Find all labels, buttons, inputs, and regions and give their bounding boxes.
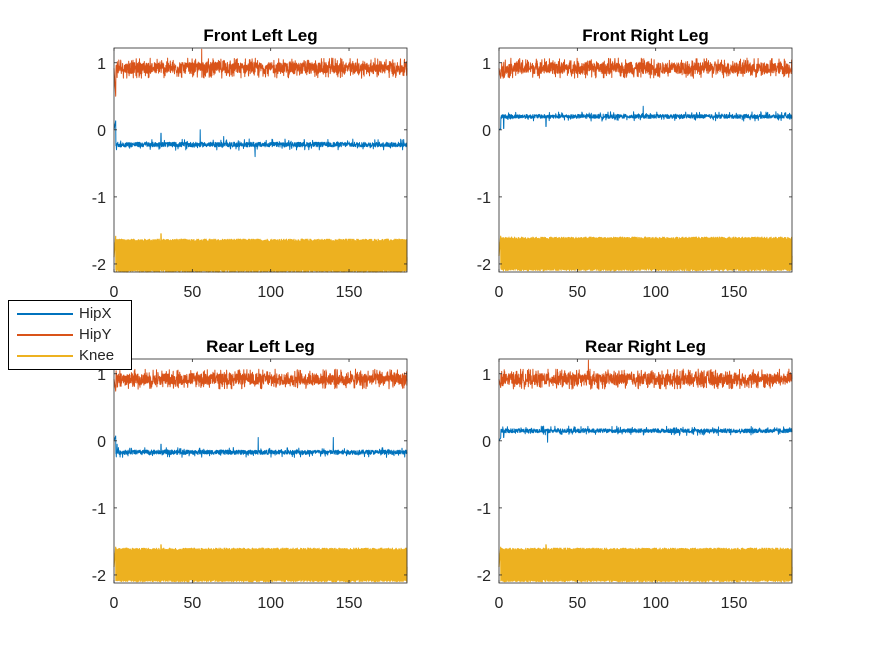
legend-item-hipx: HipX [9, 304, 131, 324]
y-tick-label: 0 [97, 123, 106, 140]
series-line-hipx [498, 105, 793, 131]
series-line-hipy [498, 57, 793, 79]
axes-box [113, 358, 408, 584]
legend-item-hipy: HipY [9, 325, 131, 345]
x-tick-label: 50 [568, 284, 586, 301]
x-tick-label: 100 [257, 284, 284, 301]
x-tick-label: 150 [336, 595, 363, 612]
series-line-knee [498, 544, 793, 583]
x-tick-label: 50 [568, 595, 586, 612]
y-tick-label: -2 [92, 568, 106, 585]
x-tick-label: 50 [183, 595, 201, 612]
x-tick-label: 150 [336, 284, 363, 301]
y-tick-label: 1 [97, 56, 106, 73]
legend-swatch-knee [17, 355, 73, 357]
y-tick-label: 1 [97, 367, 106, 384]
y-tick-label: -2 [477, 257, 491, 274]
x-tick-label: 150 [721, 595, 748, 612]
x-tick-label: 0 [110, 284, 119, 301]
series-line-hipx [113, 120, 408, 158]
x-tick-label: 100 [642, 595, 669, 612]
legend-item-knee: Knee [9, 346, 131, 366]
x-tick-label: 0 [495, 284, 504, 301]
x-tick-label: 100 [642, 284, 669, 301]
series-line-hipx [498, 425, 793, 443]
legend-label-hipy: HipY [79, 326, 112, 343]
legend-label-hipx: HipX [79, 305, 112, 322]
legend: HipX HipY Knee [8, 300, 132, 370]
series-line-hipy [113, 48, 408, 97]
y-tick-label: -1 [477, 501, 491, 518]
y-tick-label: 0 [97, 434, 106, 451]
plot-area [114, 48, 407, 272]
plot-area [114, 359, 407, 583]
y-tick-label: 1 [482, 367, 491, 384]
series-line-knee [113, 544, 408, 583]
x-tick-label: 150 [721, 284, 748, 301]
subplot-title: Front Right Leg [582, 26, 709, 45]
y-tick-label: -1 [92, 190, 106, 207]
y-tick-label: -1 [477, 190, 491, 207]
plot-area [499, 48, 792, 272]
x-tick-label: 0 [495, 595, 504, 612]
x-tick-label: 0 [110, 595, 119, 612]
y-tick-label: -1 [92, 501, 106, 518]
y-tick-label: -2 [92, 257, 106, 274]
axes-box [498, 358, 793, 584]
series-line-knee [498, 235, 793, 272]
legend-swatch-hipx [17, 313, 73, 315]
legend-label-knee: Knee [79, 347, 115, 364]
y-tick-label: 0 [482, 123, 491, 140]
series-line-hipx [113, 435, 408, 458]
series-line-hipy [498, 359, 793, 390]
y-tick-label: -2 [477, 568, 491, 585]
legend-swatch-hipy [17, 334, 73, 336]
series-line-hipy [113, 368, 408, 392]
axes-box [498, 47, 793, 273]
x-tick-label: 100 [257, 595, 284, 612]
subplot-title: Rear Left Leg [206, 337, 315, 356]
series-line-knee [113, 233, 408, 273]
plot-area [499, 359, 792, 583]
y-tick-label: 0 [482, 434, 491, 451]
y-tick-label: 1 [482, 56, 491, 73]
subplot-title: Rear Right Leg [585, 337, 706, 356]
axes-box [113, 47, 408, 273]
x-tick-label: 50 [183, 284, 201, 301]
subplot-title: Front Left Leg [203, 26, 317, 45]
